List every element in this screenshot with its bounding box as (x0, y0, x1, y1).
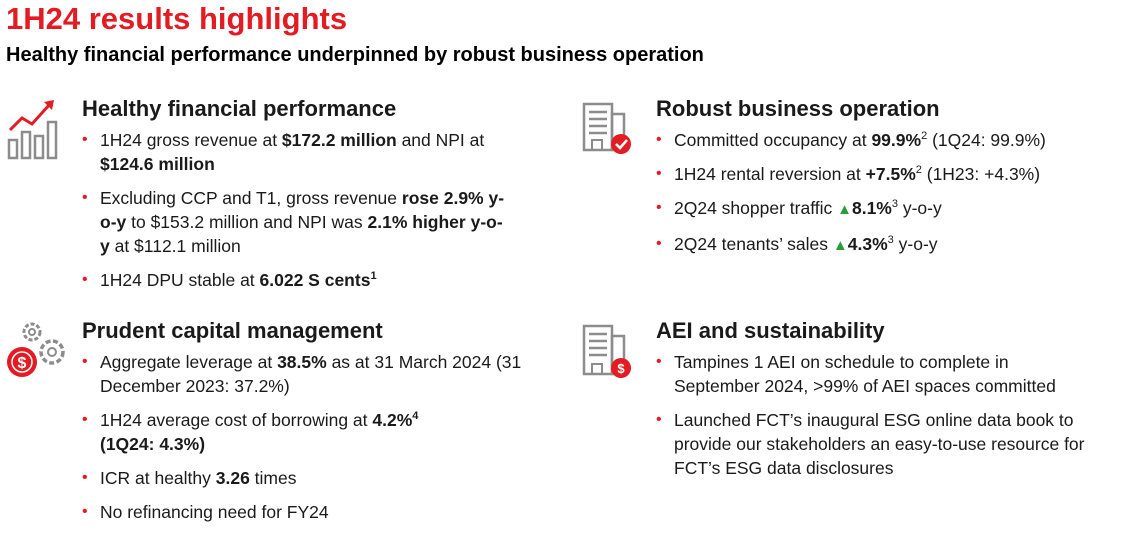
building-check-icon (582, 102, 631, 154)
list-item: 2Q24 shopper traffic ▲8.1%3 y-o-y (656, 196, 1126, 222)
building-dollar-icon: $ (582, 324, 631, 378)
gears-dollar-icon: $ (7, 322, 65, 377)
list-item: Tampines 1 AEI on schedule to complete i… (656, 350, 1096, 398)
up-triangle-icon: ▲ (837, 201, 852, 218)
list-item: Committed occupancy at 99.9%2 (1Q24: 99.… (656, 128, 1126, 152)
list-item: ICR at healthy 3.26 times (82, 466, 562, 490)
list-item: No refinancing need for FY24 (82, 500, 562, 524)
svg-text:$: $ (18, 355, 27, 372)
bar-chart-trend-icon (7, 100, 58, 160)
list-item: 1H24 average cost of borrowing at 4.2%4(… (82, 408, 562, 456)
section-operation: Robust business operation Committed occu… (656, 96, 1126, 268)
section-financial: Healthy financial performance 1H24 gross… (82, 96, 512, 302)
section-capital: Prudent capital management Aggregate lev… (82, 318, 562, 534)
section-heading: AEI and sustainability (656, 318, 885, 343)
list-item: 2Q24 tenants’ sales ▲4.3%3 y-o-y (656, 232, 1126, 258)
page-subtitle: Healthy financial performance underpinne… (6, 44, 704, 66)
list-item: 1H24 gross revenue at $172.2 million and… (82, 128, 512, 176)
list-item: Aggregate leverage at 38.5% as at 31 Mar… (82, 350, 562, 398)
svg-text:$: $ (617, 361, 625, 376)
list-item: Excluding CCP and T1, gross revenue rose… (82, 186, 512, 258)
section-heading: Healthy financial performance (82, 96, 397, 121)
section-heading: Robust business operation (656, 96, 940, 121)
list-item: Launched FCT’s inaugural ESG online data… (656, 408, 1096, 480)
page-title: 1H24 results highlights (6, 1, 348, 36)
section-heading: Prudent capital management (82, 318, 383, 343)
list-item: 1H24 DPU stable at 6.022 S cents1 (82, 268, 512, 292)
up-triangle-icon: ▲ (832, 237, 848, 254)
list-item: 1H24 rental reversion at +7.5%2 (1H23: +… (656, 162, 1126, 186)
section-aei: AEI and sustainability Tampines 1 AEI on… (656, 318, 1096, 490)
